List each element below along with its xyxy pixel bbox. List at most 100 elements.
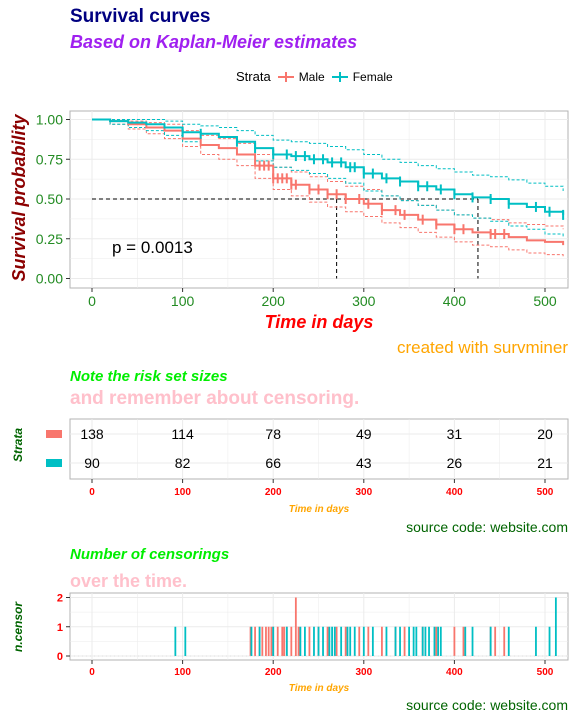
censor-x-tick-label: 400 <box>446 667 463 678</box>
y-tick-label: 0.75 <box>36 151 63 167</box>
risk-table-subtitle: and remember about censoring. <box>70 388 360 409</box>
risk-table-cells: 138 114 78 49 31 20 90 82 66 43 26 21 <box>80 426 553 471</box>
censor-bar-male <box>381 626 383 656</box>
risk-cell-male: 138 <box>80 426 104 442</box>
risk-table-area <box>69 418 569 480</box>
censor-plot-source: source code: website.com <box>406 697 568 713</box>
censor-x-tick-label: 500 <box>537 667 554 678</box>
x-tick-label: 400 <box>443 293 467 309</box>
censor-bar-female <box>304 626 306 656</box>
censor-plot-title: Number of censorings <box>70 546 230 563</box>
censor-plot-subtitle: over the time. <box>70 571 188 591</box>
censor-bar-female <box>353 626 356 656</box>
censor-bar-male <box>261 626 264 656</box>
censor-bar-male <box>403 626 406 656</box>
censor-bar-female <box>464 626 467 656</box>
y-tick-label: 0.25 <box>36 231 63 247</box>
risk-cell-female: 66 <box>265 455 281 471</box>
median-lines <box>92 198 479 279</box>
censor-bar-female <box>317 626 320 656</box>
censor-bar-female <box>385 626 388 656</box>
risk-cell-female: 26 <box>447 455 463 471</box>
legend-key-male <box>277 71 294 82</box>
ci-lower-female <box>92 119 564 238</box>
censor-y-ticks: 0 1 2 <box>57 593 70 663</box>
censor-bar-male <box>435 626 438 656</box>
risk-x-tick-label: 400 <box>446 487 463 498</box>
censor-bar-female <box>421 626 424 656</box>
censor-marks <box>181 127 565 239</box>
risk-x-tick-label: 500 <box>537 487 554 498</box>
x-tick-label: 100 <box>171 293 195 309</box>
legend-item-female[interactable]: Female <box>331 70 393 84</box>
censor-bar-female <box>399 626 401 656</box>
risk-cell-male: 78 <box>265 426 281 442</box>
censor-bar-female <box>349 626 352 656</box>
legend: Strata Male Female <box>236 69 393 84</box>
x-tick-label: 500 <box>533 293 557 309</box>
y-tick-label: 1.00 <box>36 112 63 128</box>
risk-x-tick-label: 200 <box>265 487 282 498</box>
censor-bar-male <box>290 626 293 656</box>
censor-bar-female <box>250 626 253 656</box>
chart-title: Survival curves <box>70 6 211 27</box>
risk-table-strata-keys <box>46 430 62 467</box>
censor-bar-male <box>267 626 270 656</box>
legend-label-male: Male <box>298 69 325 84</box>
risk-table-panel: 138 114 78 49 31 20 90 82 66 43 26 21 0 100 200 300 400… <box>11 418 569 515</box>
censor-bar-male <box>270 626 273 656</box>
censor-bar-female <box>174 626 177 656</box>
survival-x-label: Time in days <box>265 312 374 332</box>
censor-bar-female <box>424 626 427 656</box>
censor-bar-male <box>249 626 252 656</box>
censor-x-tick-label: 0 <box>89 667 95 678</box>
risk-table-x-label: Time in days <box>289 504 350 515</box>
censor-x-tick-label: 100 <box>174 667 191 678</box>
censor-bar-female <box>328 626 331 656</box>
censor-y-tick-label: 2 <box>57 593 63 605</box>
censor-x-label: Time in days <box>289 683 350 694</box>
risk-cell-female: 21 <box>537 455 553 471</box>
censor-bar-male <box>335 626 338 656</box>
censor-bar-male <box>276 626 279 656</box>
censor-bar-male <box>254 626 256 656</box>
risk-table-y-label: Strata <box>11 428 25 462</box>
survival-panel: 0 100 200 300 400 500 0.00 0.25 0.50 0.75 1.00 p … <box>9 110 569 332</box>
risk-cell-female: 43 <box>356 455 372 471</box>
censor-bar-female <box>535 626 537 656</box>
censor-bar-female <box>428 626 430 656</box>
censor-bar-female <box>412 626 415 656</box>
censor-x-tick-label: 300 <box>355 667 372 678</box>
risk-table-source: source code: website.com <box>406 519 568 535</box>
censor-bar-male <box>297 626 300 656</box>
risk-x-tick-label: 0 <box>89 487 95 498</box>
risk-table-x-ticks: 0 100 200 300 400 500 <box>89 479 554 498</box>
survival-y-ticks: 0.00 0.25 0.50 0.75 1.00 <box>36 112 70 287</box>
censor-bar-male <box>281 626 284 656</box>
legend-item-male[interactable]: Male <box>277 70 325 84</box>
censor-bar-male <box>453 626 456 656</box>
censor-bar-female <box>408 626 410 656</box>
risk-cell-male: 49 <box>356 426 372 442</box>
risk-cell-female: 90 <box>84 455 100 471</box>
censor-x-tick-label: 200 <box>265 667 282 678</box>
censor-bar-female <box>313 626 315 656</box>
chart-subtitle: Based on Kaplan-Meier estimates <box>70 32 358 52</box>
censor-bar-male <box>503 626 506 656</box>
censor-bar-male <box>265 626 267 656</box>
censor-bar-male <box>326 626 329 656</box>
risk-cell-male: 31 <box>447 426 463 442</box>
censor-bar-female <box>548 626 551 656</box>
censor-bar-male <box>358 626 361 656</box>
censor-bar-female <box>362 626 365 656</box>
censor-bar-female <box>394 626 397 656</box>
censor-bar-female <box>415 626 418 656</box>
censor-bar-female <box>331 626 333 656</box>
censor-bar-female <box>437 626 439 656</box>
censor-y-label: n.censor <box>11 601 25 652</box>
ci-upper-female <box>92 119 564 192</box>
censor-bar-female <box>285 626 288 656</box>
censor-bar-male <box>367 626 370 656</box>
censor-bar-female <box>554 597 557 656</box>
